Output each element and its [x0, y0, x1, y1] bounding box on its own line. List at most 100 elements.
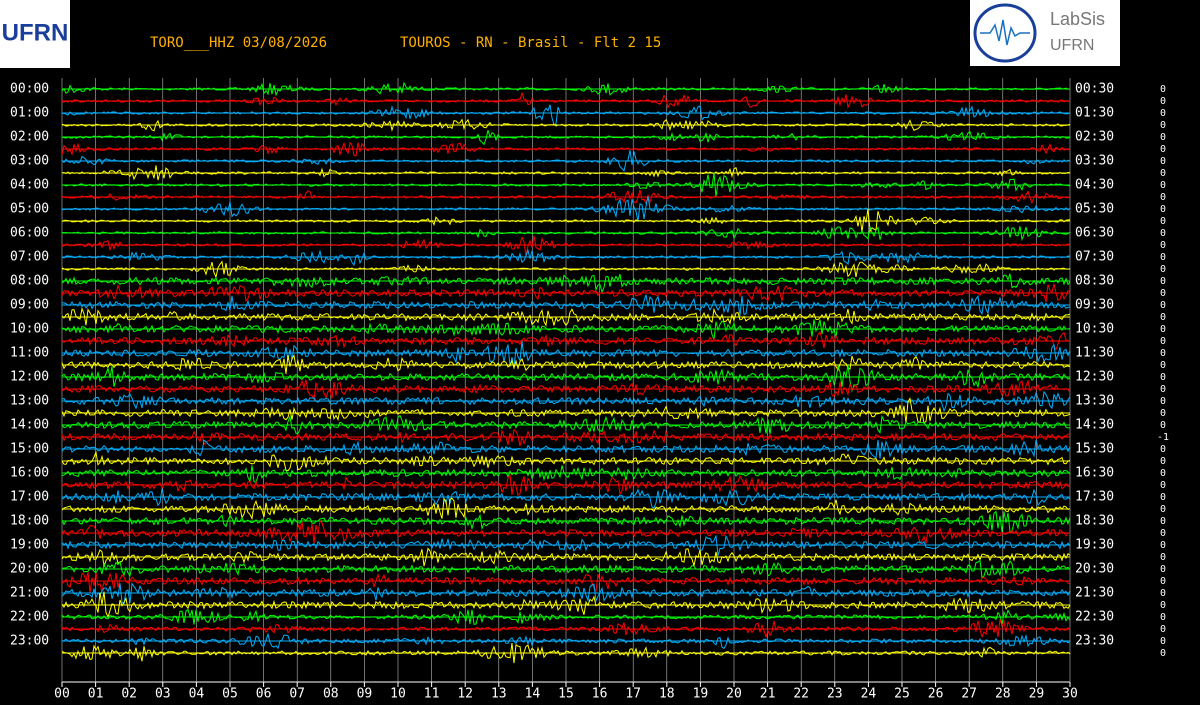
row-offset: 0 — [1160, 516, 1166, 527]
logo-ring — [973, 3, 1037, 63]
trace — [61, 519, 1071, 545]
right-time-label: 07:30 — [1075, 250, 1114, 265]
row-offset: 0 — [1160, 168, 1166, 179]
trace — [61, 341, 1071, 369]
right-time-label: 21:30 — [1075, 586, 1114, 601]
trace — [61, 364, 1071, 393]
left-time-label: 17:00 — [10, 490, 49, 505]
x-tick-label: 30 — [1062, 687, 1078, 702]
trace — [61, 428, 1071, 447]
right-time-label: 22:30 — [1075, 610, 1114, 625]
x-tick-label: 12 — [457, 687, 473, 702]
row-offset: 0 — [1160, 156, 1166, 167]
x-tick-label: 14 — [525, 687, 541, 702]
left-time-label: 19:00 — [10, 538, 49, 553]
row-offset: 0 — [1160, 564, 1166, 575]
left-time-label: 04:00 — [10, 178, 49, 193]
row-offset: 0 — [1160, 444, 1166, 455]
trace — [61, 642, 1071, 664]
right-time-label: 00:30 — [1075, 82, 1114, 97]
row-offset: 0 — [1160, 384, 1166, 395]
right-time-label: 16:30 — [1075, 466, 1114, 481]
row-offset: 0 — [1160, 624, 1166, 635]
left-time-label: 21:00 — [10, 586, 49, 601]
x-tick-label: 07 — [289, 687, 305, 702]
right-time-label: 18:30 — [1075, 514, 1114, 529]
x-tick-label: 11 — [424, 687, 440, 702]
trace — [61, 547, 1071, 567]
row-offset: 0 — [1160, 612, 1166, 623]
x-tick-label: 13 — [491, 687, 507, 702]
left-time-label: 05:00 — [10, 202, 49, 217]
x-tick-label: 04 — [189, 687, 205, 702]
row-offset: 0 — [1160, 600, 1166, 611]
trace — [61, 582, 1071, 605]
left-time-label: 09:00 — [10, 298, 49, 313]
right-time-label: 09:30 — [1075, 298, 1114, 313]
row-offset: 0 — [1160, 360, 1166, 371]
row-offset: 0 — [1160, 528, 1166, 539]
right-time-label: 02:30 — [1075, 130, 1114, 145]
trace — [61, 273, 1071, 294]
trace — [61, 224, 1071, 242]
trace — [61, 439, 1071, 460]
trace — [61, 306, 1071, 327]
logo-right-subtitle: UFRN — [1050, 37, 1094, 54]
left-time-label: 16:00 — [10, 466, 49, 481]
logo-left-box — [0, 0, 70, 68]
right-time-label: 04:30 — [1075, 178, 1114, 193]
x-tick-label: 29 — [1029, 687, 1045, 702]
x-tick-label: 08 — [323, 687, 339, 702]
right-time-label: 08:30 — [1075, 274, 1114, 289]
trace — [61, 473, 1071, 497]
row-offset: 0 — [1160, 420, 1166, 431]
left-time-label: 20:00 — [10, 562, 49, 577]
right-time-label: 20:30 — [1075, 562, 1114, 577]
trace — [61, 150, 1071, 173]
row-offset: 0 — [1160, 108, 1166, 119]
x-tick-label: 03 — [155, 687, 171, 702]
row-offset: 0 — [1160, 240, 1166, 251]
row-offset: 0 — [1160, 312, 1166, 323]
right-time-label: 14:30 — [1075, 418, 1114, 433]
x-tick-label: 20 — [726, 687, 742, 702]
left-time-label: 11:00 — [10, 346, 49, 361]
x-tick-label: 22 — [793, 687, 809, 702]
left-time-label: 15:00 — [10, 442, 49, 457]
trace — [61, 354, 1071, 374]
x-tick-label: 10 — [390, 687, 406, 702]
right-time-label: 13:30 — [1075, 394, 1114, 409]
row-offset: 0 — [1160, 144, 1166, 155]
trace — [61, 632, 1071, 650]
right-time-label: 15:30 — [1075, 442, 1114, 457]
left-time-label: 03:00 — [10, 154, 49, 169]
x-tick-label: 00 — [54, 687, 70, 702]
x-tick-label: 15 — [558, 687, 574, 702]
x-tick-label: 06 — [256, 687, 272, 702]
row-offset: 0 — [1160, 372, 1166, 383]
left-time-label: 07:00 — [10, 250, 49, 265]
row-offset: 0 — [1160, 264, 1166, 275]
right-time-label: 11:30 — [1075, 346, 1114, 361]
x-tick-label: 18 — [659, 687, 675, 702]
row-offset: 0 — [1160, 540, 1166, 551]
row-offset: 0 — [1160, 192, 1166, 203]
left-time-label: 10:00 — [10, 322, 49, 337]
left-time-label: 23:00 — [10, 634, 49, 649]
x-tick-label: 24 — [861, 687, 877, 702]
x-tick-label: 01 — [88, 687, 104, 702]
left-time-label: 00:00 — [10, 82, 49, 97]
row-offset: 0 — [1160, 84, 1166, 95]
right-time-label: 12:30 — [1075, 370, 1114, 385]
row-offset: 0 — [1160, 348, 1166, 359]
logo-right-box — [970, 0, 1120, 66]
left-time-label: 14:00 — [10, 418, 49, 433]
right-time-label: 03:30 — [1075, 154, 1114, 169]
row-offset: 0 — [1160, 96, 1166, 107]
x-tick-label: 23 — [827, 687, 843, 702]
trace — [61, 294, 1071, 317]
left-time-label: 08:00 — [10, 274, 49, 289]
row-offset: 0 — [1160, 252, 1166, 263]
